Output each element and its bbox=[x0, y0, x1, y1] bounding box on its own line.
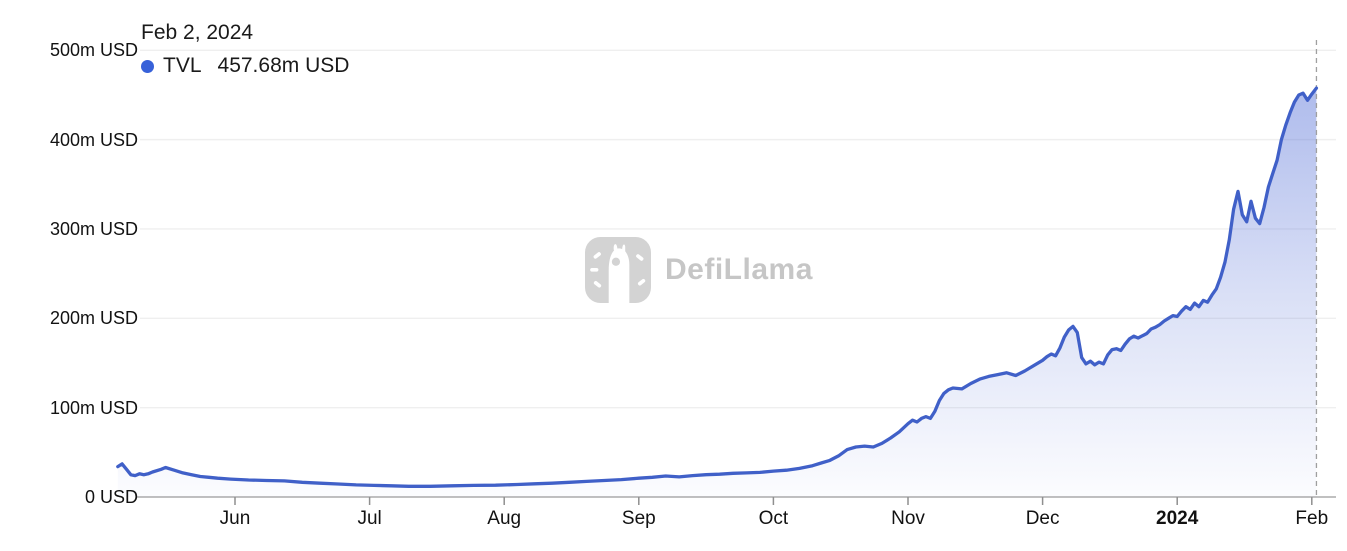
y-axis-label: 500m USD bbox=[49, 40, 138, 61]
x-axis-label-jul: Jul bbox=[357, 508, 382, 529]
x-axis-label-feb: Feb bbox=[1295, 508, 1329, 529]
y-axis-label: 300m USD bbox=[49, 218, 138, 239]
y-axis-label: 400m USD bbox=[49, 129, 138, 150]
x-axis-label-nov: Nov bbox=[891, 508, 925, 529]
y-axis-label: 200m USD bbox=[49, 308, 138, 329]
x-axis-label-aug: Aug bbox=[487, 508, 522, 529]
x-axis-label-sep: Sep bbox=[621, 508, 656, 529]
x-axis-label-oct: Oct bbox=[758, 508, 789, 529]
x-axis-label-jun: Jun bbox=[219, 508, 251, 529]
chart-tooltip: Feb 2, 2024 TVL 457.68m USD bbox=[141, 20, 349, 78]
tooltip-date: Feb 2, 2024 bbox=[141, 21, 254, 44]
x-axis-label-dec: Dec bbox=[1025, 508, 1060, 529]
x-axis-label-2024: 2024 bbox=[1156, 508, 1199, 529]
tooltip-series-row: TVL 457.68m USD bbox=[141, 54, 349, 78]
tooltip-value: 457.68m USD bbox=[217, 54, 350, 77]
tvl-area-fill bbox=[117, 88, 1317, 497]
y-axis-label: 100m USD bbox=[49, 397, 138, 418]
tooltip-series-label: TVL bbox=[163, 54, 202, 77]
tvl-line[interactable] bbox=[116, 86, 1319, 488]
y-axis-label: 0 USD bbox=[84, 487, 138, 507]
series-dot-icon bbox=[141, 59, 154, 73]
